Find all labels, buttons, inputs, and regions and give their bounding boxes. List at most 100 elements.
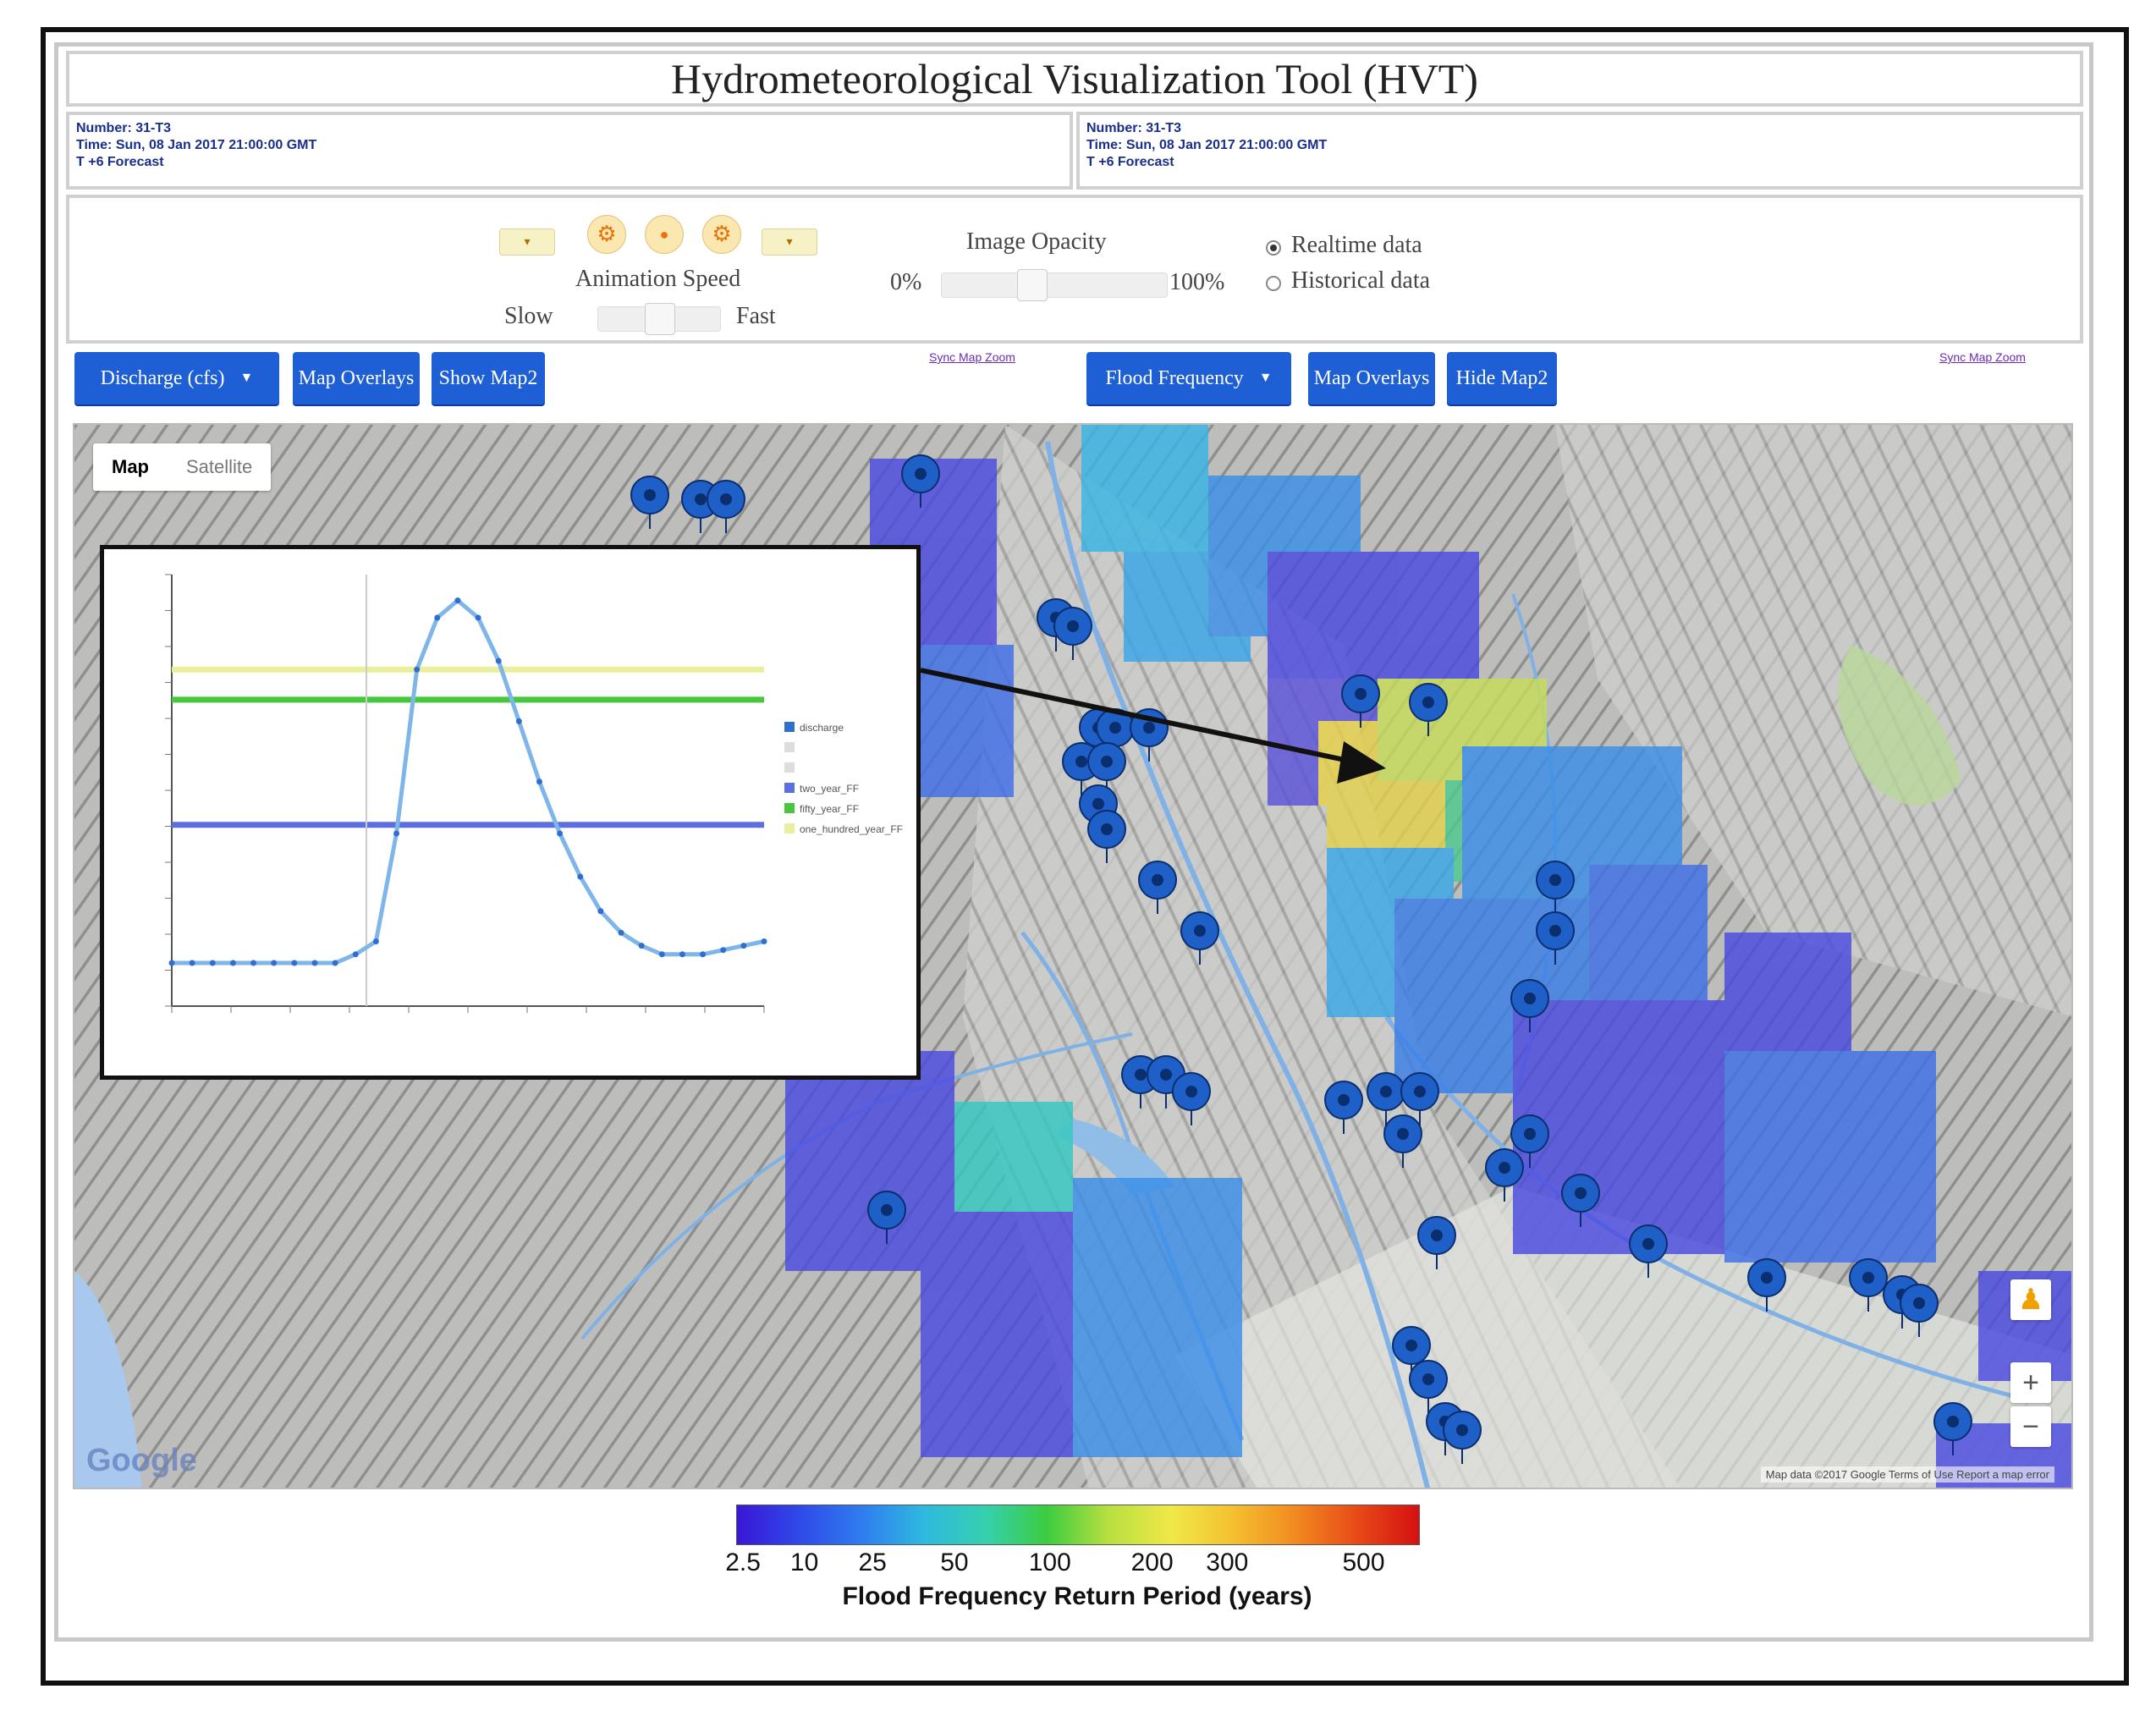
google-logo: Google [86,1443,197,1478]
caret-down-icon: ▼ [239,371,254,385]
opacity-slider[interactable] [941,272,1168,298]
station-pin-23[interactable] [1323,1081,1364,1134]
discharge-point-20 [577,873,584,880]
station-pin-10[interactable] [1086,742,1127,795]
station-pin-15[interactable] [1340,674,1381,728]
station-pin-28[interactable] [1484,1148,1525,1202]
station-pin-dot-31 [1642,1238,1654,1250]
discharge-point-7 [311,960,318,966]
colorbar-tick-6: 300 [1206,1549,1249,1576]
discharge-point-15 [475,614,481,621]
station-pin-24[interactable] [1366,1072,1406,1125]
station-pin-dot-0 [644,489,656,501]
colorbar-label: Flood Frequency Return Period (years) [842,1582,1312,1610]
pointer-arrow [920,668,1386,784]
station-pin-dot-32 [1761,1272,1773,1284]
hide-map2-button[interactable]: Hide Map2 [1447,352,1557,404]
slow-label: Slow [504,303,553,329]
step-back-button[interactable]: ▾ [499,228,555,256]
station-pin-32[interactable] [1746,1258,1787,1312]
step-forward-button[interactable]: ▾ [762,228,817,256]
colorbar-tick-5: 200 [1130,1549,1174,1576]
station-pin-5[interactable] [1053,607,1093,660]
station-pin-31[interactable] [1628,1224,1669,1278]
station-pin-dot-28 [1499,1162,1510,1174]
discharge-point-5 [271,960,278,966]
sync-map-zoom-link-left[interactable]: Sync Map Zoom [929,350,1015,364]
station-pin-18[interactable] [1535,911,1576,965]
show-map2-button[interactable]: Show Map2 [432,352,545,404]
historical-radio[interactable] [1266,276,1281,291]
station-pin-dot-12 [1101,823,1113,835]
station-pin-7[interactable] [1095,708,1136,762]
station-pin-dot-9 [1075,756,1087,767]
discharge-point-29 [761,938,767,944]
map-type-map[interactable]: Map [112,456,149,477]
map-type-satellite[interactable]: Satellite [186,456,253,477]
opacity-slider-thumb[interactable] [1017,269,1048,301]
station-pin-dot-35 [1913,1297,1925,1309]
sync-map-zoom-link-right[interactable]: Sync Map Zoom [1939,350,2026,364]
station-pin-26[interactable] [1383,1114,1423,1168]
zoom-out-button[interactable]: − [2010,1406,2051,1447]
station-pin-0[interactable] [630,476,670,529]
discharge-point-13 [434,614,441,621]
station-pin-13[interactable] [1137,861,1178,914]
station-pin-40[interactable] [866,1191,907,1244]
speed-slider-thumb[interactable] [645,303,675,335]
station-markers [630,454,1973,1464]
colorbar-tick-7: 500 [1342,1549,1385,1576]
station-pin-3[interactable] [900,454,941,508]
station-pin-dot-5 [1067,620,1079,632]
variable-dropdown-left[interactable]: Discharge (cfs) ▼ [74,352,279,404]
station-pin-2[interactable] [706,480,746,533]
zoom-in-button[interactable]: + [2010,1362,2051,1403]
station-pin-17[interactable] [1535,861,1576,914]
map-overlays-button-left[interactable]: Map Overlays [293,352,420,404]
station-pin-dot-21 [1160,1069,1172,1081]
station-pin-12[interactable] [1086,810,1127,863]
legend-swatch-2 [784,762,795,773]
discharge-point-1 [189,960,195,966]
station-pin-14[interactable] [1180,911,1220,965]
info-number: Number: 31-T3 [1086,121,1182,135]
station-pin-30[interactable] [1416,1216,1457,1269]
faster-button[interactable]: ⚙ [702,215,741,254]
map-overlays-button-right[interactable]: Map Overlays [1308,352,1435,404]
caret-down-icon: ▾ [786,235,793,249]
legend-label-5: one_hundred_year_FF [800,823,903,835]
station-pin-dot-17 [1549,874,1561,886]
station-pin-dot-10 [1101,756,1113,767]
discharge-point-14 [454,597,461,604]
station-pin-27[interactable] [1510,1114,1550,1168]
flood-frequency-colorbar [736,1505,1420,1545]
station-pin-29[interactable] [1560,1174,1601,1227]
station-pin-16[interactable] [1408,683,1449,736]
page-title: Hydrometeorological Visualization Tool (… [66,51,2083,107]
station-pin-41[interactable] [1933,1402,1973,1455]
play-button[interactable]: ● [645,215,684,254]
station-pin-dot-25 [1414,1086,1426,1098]
station-pin-37[interactable] [1408,1360,1449,1413]
station-pin-39[interactable] [1442,1411,1482,1464]
station-pin-35[interactable] [1899,1284,1939,1337]
slower-button[interactable]: ⚙ [587,215,626,254]
street-view-pegman[interactable]: ♟ [2010,1279,2051,1320]
station-pin-22[interactable] [1171,1072,1212,1125]
station-pin-dot-15 [1355,688,1367,700]
station-pin-dot-24 [1380,1086,1392,1098]
colorbar-tick-0: 2.5 [725,1549,761,1576]
station-pin-dot-29 [1575,1187,1587,1199]
dropdown-label: Discharge (cfs) [100,366,225,389]
station-pin-33[interactable] [1848,1258,1889,1312]
variable-dropdown-right[interactable]: Flood Frequency ▼ [1086,352,1291,404]
station-pin-19[interactable] [1510,979,1550,1032]
discharge-point-10 [372,938,379,944]
discharge-point-11 [393,830,400,837]
pegman-icon: ♟ [2017,1284,2044,1316]
discharge-line [172,597,765,966]
realtime-radio[interactable] [1266,240,1281,256]
station-pin-dot-7 [1109,722,1121,734]
station-pin-25[interactable] [1400,1072,1440,1125]
station-pin-36[interactable] [1391,1326,1432,1379]
